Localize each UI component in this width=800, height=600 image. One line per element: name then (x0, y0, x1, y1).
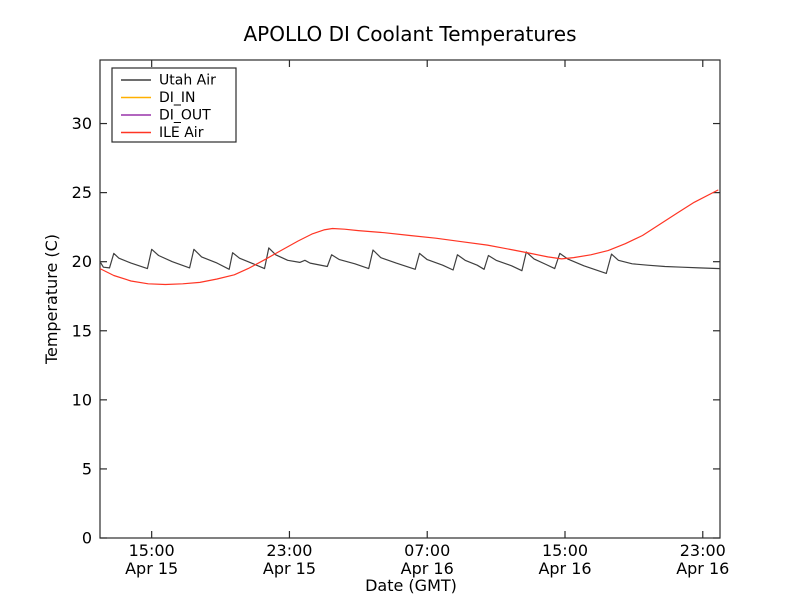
x-tick-label-time: 15:00 (129, 541, 175, 560)
y-tick-label: 20 (72, 252, 92, 271)
x-tick-label-date: Apr 16 (538, 559, 591, 578)
y-axis-label: Temperature (C) (42, 234, 61, 365)
y-tick-label: 5 (82, 459, 92, 478)
y-tick-label: 25 (72, 183, 92, 202)
series-layer (99, 189, 721, 286)
legend-label-utah-air: Utah Air (159, 73, 216, 89)
x-tick-label-date: Apr 15 (263, 559, 316, 578)
x-tick-label-date: Apr 15 (125, 559, 178, 578)
legend-label-di-in: DI_IN (159, 90, 196, 106)
legend-label-ile-air: ILE Air (159, 125, 204, 141)
chart-title: APOLLO DI Coolant Temperatures (243, 22, 576, 46)
y-tick-label: 30 (72, 114, 92, 133)
y-tick-label: 0 (82, 529, 92, 548)
x-tick-label-date: Apr 16 (401, 559, 454, 578)
y-tick-label: 15 (72, 321, 92, 340)
x-tick-label-time: 23:00 (266, 541, 312, 560)
legend-label-di-out: DI_OUT (159, 108, 211, 124)
x-axis-label: Date (GMT) (365, 576, 457, 595)
x-tick-label-date: Apr 16 (676, 559, 729, 578)
series-line-ile-air (99, 189, 719, 286)
x-tick-label-time: 15:00 (542, 541, 588, 560)
x-tick-label-time: 07:00 (404, 541, 450, 560)
x-tick-label-time: 23:00 (680, 541, 726, 560)
y-tick-label: 10 (72, 390, 92, 409)
